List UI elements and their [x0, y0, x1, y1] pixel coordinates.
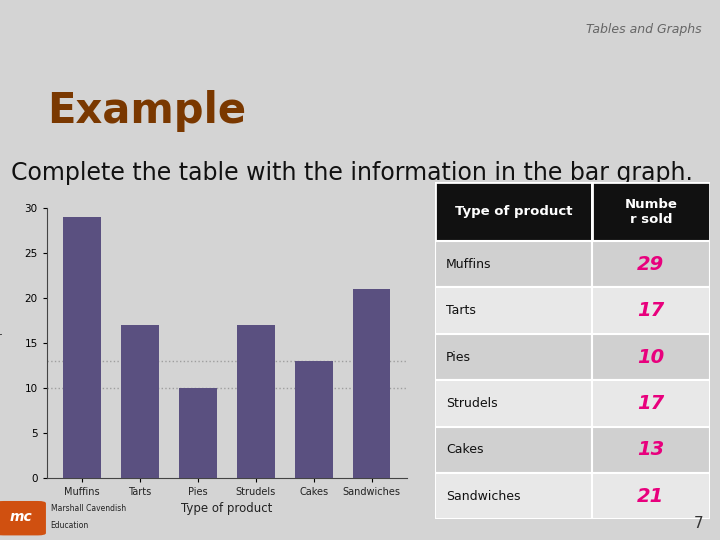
Text: Sandwiches: Sandwiches [446, 490, 521, 503]
Text: 29: 29 [637, 255, 665, 274]
Text: mc: mc [9, 510, 32, 524]
Text: Tables and Graphs: Tables and Graphs [586, 23, 702, 36]
Text: Example: Example [47, 90, 246, 132]
Bar [237, 325, 274, 478]
Bar [592, 473, 710, 519]
Text: Type of product: Type of product [454, 205, 572, 218]
Bar [435, 287, 592, 334]
Text: Tarts: Tarts [446, 304, 476, 317]
FancyBboxPatch shape [0, 501, 46, 536]
Text: 10: 10 [637, 348, 665, 367]
Text: 17: 17 [637, 301, 665, 320]
Bar [592, 241, 710, 287]
Text: Education: Education [50, 521, 89, 530]
Text: Pies: Pies [446, 350, 471, 363]
Text: Cakes: Cakes [446, 443, 483, 456]
Bar [295, 361, 333, 478]
Text: Complete the table with the information in the bar graph.: Complete the table with the information … [11, 161, 693, 185]
Bar [121, 325, 158, 478]
Text: Numbe
r sold: Numbe r sold [624, 198, 678, 226]
Bar [592, 380, 710, 427]
Bar [435, 427, 592, 473]
Bar [435, 473, 592, 519]
Bar [435, 334, 592, 380]
Bar [179, 388, 217, 478]
Bar [592, 334, 710, 380]
Y-axis label: Number
sold: Number sold [0, 332, 2, 354]
Bar [435, 241, 592, 287]
Bar [435, 182, 592, 241]
Text: 17: 17 [637, 394, 665, 413]
Bar [353, 289, 390, 478]
Text: Marshall Cavendish: Marshall Cavendish [50, 504, 126, 514]
Bar [592, 427, 710, 473]
Text: 21: 21 [637, 487, 665, 506]
Text: 7: 7 [693, 516, 703, 531]
Bar [63, 217, 101, 478]
Text: Muffins: Muffins [446, 258, 491, 271]
X-axis label: Type of product: Type of product [181, 503, 272, 516]
Bar [592, 182, 710, 241]
Bar [435, 380, 592, 427]
Bar [592, 287, 710, 334]
Text: Strudels: Strudels [446, 397, 498, 410]
Text: 13: 13 [637, 441, 665, 460]
